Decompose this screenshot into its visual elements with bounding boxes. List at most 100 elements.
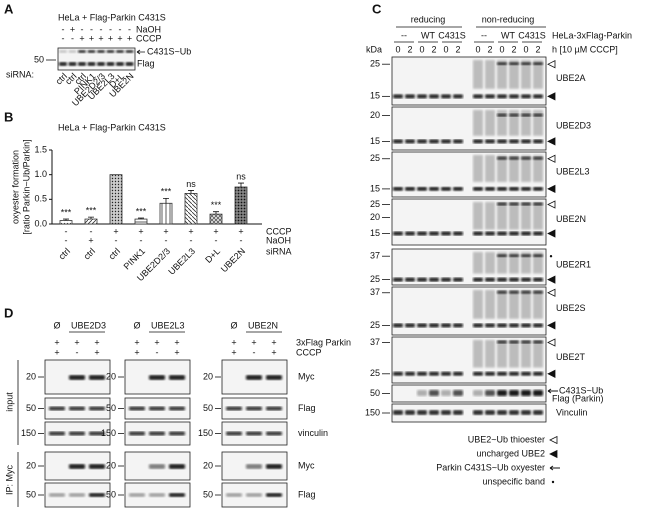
band [509, 277, 519, 282]
header: reducing [411, 14, 446, 24]
blot-label: Myc [298, 371, 315, 381]
band [453, 94, 463, 99]
band [169, 406, 185, 411]
band [246, 406, 262, 411]
y-tick-label: 0.5 [34, 194, 47, 204]
bar [84, 218, 98, 225]
band [405, 139, 415, 144]
arrowhead [549, 435, 558, 445]
band [266, 464, 282, 469]
band [417, 277, 427, 282]
band [521, 202, 531, 206]
smear [509, 290, 519, 319]
legend-label: Parkin C431S~Ub oxyester [436, 462, 545, 472]
smear [521, 290, 531, 319]
band [89, 406, 105, 411]
arrowhead [547, 288, 556, 297]
band [87, 50, 96, 53]
legend-label: unspecific band [482, 476, 545, 486]
band [485, 139, 495, 144]
band [521, 186, 531, 191]
time: 0 [499, 44, 504, 54]
smear [497, 290, 507, 319]
sign: + [94, 337, 99, 347]
sign: - [253, 347, 256, 357]
band [533, 371, 543, 376]
mw-marker: 50 [106, 403, 116, 413]
band [69, 431, 85, 436]
band [266, 431, 282, 436]
band [266, 493, 282, 497]
error-bar [138, 217, 144, 220]
genotype: C431S [518, 30, 546, 40]
blot-label: Myc [298, 460, 315, 470]
band-label: C431S~Ub [147, 46, 191, 56]
band-label: C431S~Ub [559, 385, 603, 395]
band [533, 62, 543, 66]
band [405, 231, 415, 236]
time: 2 [487, 44, 492, 54]
sign: + [188, 226, 193, 236]
band [509, 139, 519, 144]
sign: + [271, 337, 276, 347]
band [393, 94, 403, 99]
band [405, 277, 415, 282]
header: UBE2L3 [151, 320, 185, 330]
band [393, 139, 403, 144]
legend-dot [551, 480, 555, 484]
band [497, 156, 507, 160]
time: 2 [407, 44, 412, 54]
mw-marker: 25 [370, 320, 380, 330]
sign: + [271, 347, 276, 357]
band [393, 371, 403, 376]
sign: - [140, 235, 143, 245]
mw-marker: 150 [101, 428, 116, 438]
band [521, 290, 531, 294]
band [97, 62, 105, 66]
condition-label: NaOH [266, 235, 291, 245]
smear [521, 340, 531, 368]
band [521, 254, 531, 258]
arrowhead [547, 137, 556, 146]
band [453, 139, 463, 144]
band [266, 406, 282, 411]
sign: + [113, 226, 118, 236]
band [473, 371, 483, 376]
smear [509, 110, 519, 136]
arrowhead [547, 92, 556, 101]
band [521, 231, 531, 236]
band [49, 406, 65, 411]
time: 2 [431, 44, 436, 54]
band [485, 410, 495, 415]
blot-label: UBE2T [556, 352, 586, 362]
time: 0 [523, 44, 528, 54]
smear [521, 60, 531, 89]
y-tick-label: 0.0 [34, 218, 47, 228]
band [497, 390, 507, 396]
mw-marker: 50 [106, 489, 116, 499]
mw-marker: 50 [26, 489, 36, 499]
blot [391, 384, 547, 403]
legend-label: UBE2~Ub thioester [468, 434, 545, 444]
x-tick-label: ctrl [82, 246, 98, 262]
band [129, 406, 145, 411]
band [149, 493, 165, 497]
band [246, 431, 262, 436]
header: UBE2N [248, 320, 278, 330]
band [521, 156, 531, 160]
band [533, 290, 543, 294]
smear [509, 60, 519, 89]
band [129, 431, 145, 436]
band [533, 277, 543, 282]
band [116, 50, 124, 53]
x-tick-label: ctrl [57, 246, 73, 262]
smear [473, 290, 483, 319]
x-tick-label: D+L [203, 246, 222, 265]
header: non-reducing [482, 14, 535, 24]
sign: - [90, 226, 93, 236]
band [149, 431, 165, 436]
band [226, 431, 242, 436]
time: 0 [475, 44, 480, 54]
band [393, 410, 403, 415]
band [533, 231, 543, 236]
